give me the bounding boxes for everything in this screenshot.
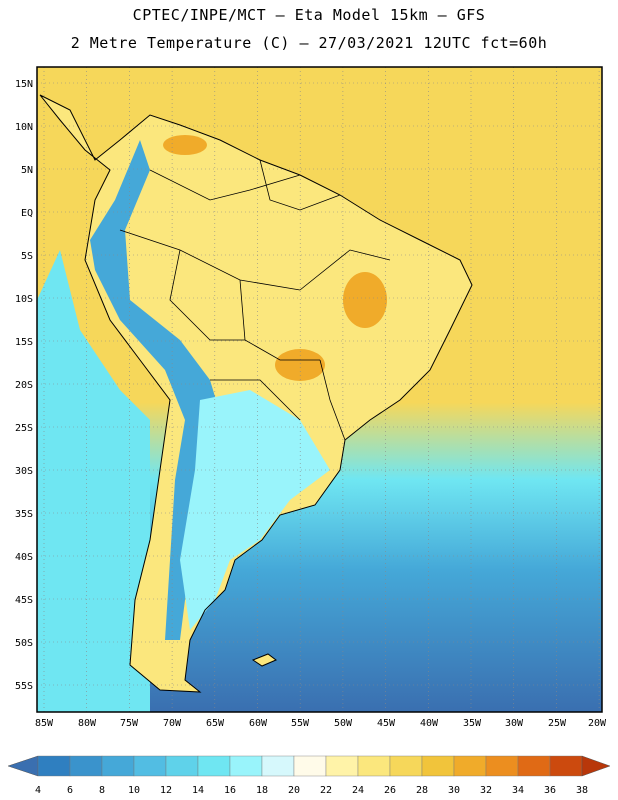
map-subtitle: 2 Metre Temperature (C) — 27/03/2021 12U… — [70, 34, 548, 52]
lon-label: 30W — [505, 718, 524, 729]
colorbar-label: 12 — [160, 785, 172, 796]
colorbar-arrow-left — [7, 755, 39, 777]
lon-label: 25W — [548, 718, 567, 729]
map-title: CPTEC/INPE/MCT — Eta Model 15km — GFS — [132, 6, 486, 24]
lat-label: 35S — [15, 509, 33, 520]
south-america-land — [40, 95, 472, 692]
colorbar-label: 16 — [224, 785, 236, 796]
colorbar-swatch — [325, 755, 359, 777]
colorbar-label: 8 — [99, 785, 105, 796]
colorbar-swatch — [549, 755, 583, 777]
colorbar-swatch — [133, 755, 167, 777]
colorbar-arrow-right — [581, 755, 611, 777]
colorbar-label: 14 — [192, 785, 204, 796]
country-borders — [119, 159, 391, 441]
lon-label: 60W — [249, 718, 268, 729]
lat-label: 55S — [15, 681, 33, 692]
colorbar-swatch — [69, 755, 103, 777]
lat-label: 15N — [15, 79, 33, 90]
lon-label: 65W — [206, 718, 225, 729]
lat-label: 15S — [15, 337, 33, 348]
lat-label: 10N — [15, 122, 33, 133]
lat-label: 10S — [15, 294, 33, 305]
colorbar-label: 38 — [576, 785, 588, 796]
colorbar-label: 30 — [448, 785, 460, 796]
hotspot-northeast — [343, 272, 387, 328]
hotspot-caribbean — [163, 135, 207, 155]
colorbar-label: 36 — [544, 785, 556, 796]
lon-label: 50W — [334, 718, 353, 729]
colorbar-swatch — [485, 755, 519, 777]
colorbar-swatch — [197, 755, 231, 777]
colorbar-label: 10 — [128, 785, 140, 796]
lat-label: 20S — [15, 380, 33, 391]
colorbar-label: 24 — [352, 785, 364, 796]
colorbar-swatch — [421, 755, 455, 777]
lat-label: EQ — [21, 208, 33, 219]
colorbar-swatch — [357, 755, 391, 777]
colorbar-swatch — [37, 755, 71, 777]
lat-label: 40S — [15, 552, 33, 563]
lon-label: 55W — [291, 718, 310, 729]
lon-label: 70W — [163, 718, 182, 729]
lat-label: 30S — [15, 466, 33, 477]
falkland-islands — [251, 653, 277, 667]
pacific-mild-band — [37, 250, 150, 712]
southern-cone-cool — [180, 390, 330, 630]
lon-label: 35W — [463, 718, 482, 729]
colorbar-label: 22 — [320, 785, 332, 796]
colorbar-swatch — [293, 755, 327, 777]
colorbar-label: 26 — [384, 785, 396, 796]
colorbar-label: 34 — [512, 785, 524, 796]
colorbar-swatch — [453, 755, 487, 777]
lon-label: 75W — [120, 718, 139, 729]
map-frame — [36, 66, 603, 713]
lat-label: 5N — [21, 165, 33, 176]
colorbar-label: 20 — [288, 785, 300, 796]
colorbar-label: 18 — [256, 785, 268, 796]
lat-label: 25S — [15, 423, 33, 434]
colorbar-label: 32 — [480, 785, 492, 796]
colorbar-label: 6 — [67, 785, 73, 796]
lat-label: 5S — [21, 251, 33, 262]
colorbar-swatch — [261, 755, 295, 777]
colorbar-swatch — [517, 755, 551, 777]
lon-label: 85W — [35, 718, 54, 729]
colorbar-swatch — [389, 755, 423, 777]
lat-label: 45S — [15, 595, 33, 606]
latitude-axis: 15N 10N 5N EQ 5S 10S 15S 20S 25S 30S 35S… — [15, 79, 33, 692]
lon-label: 45W — [377, 718, 396, 729]
lon-label: 20W — [588, 718, 607, 729]
hotspot-central — [275, 349, 325, 381]
lon-label: 80W — [78, 718, 97, 729]
lat-label: 50S — [15, 638, 33, 649]
map-field — [37, 67, 602, 712]
colorbar-swatch — [101, 755, 135, 777]
colorbar-swatch — [229, 755, 263, 777]
longitude-axis: 85W 80W 75W 70W 65W 60W 55W 50W 45W 40W … — [35, 718, 607, 729]
colorbar-swatch — [165, 755, 199, 777]
lon-label: 40W — [420, 718, 439, 729]
colorbar-label: 4 — [35, 785, 41, 796]
colorbar-label: 28 — [416, 785, 428, 796]
color-legend: 4 6 8 10 12 14 16 18 20 22 24 26 28 30 3… — [7, 755, 611, 796]
